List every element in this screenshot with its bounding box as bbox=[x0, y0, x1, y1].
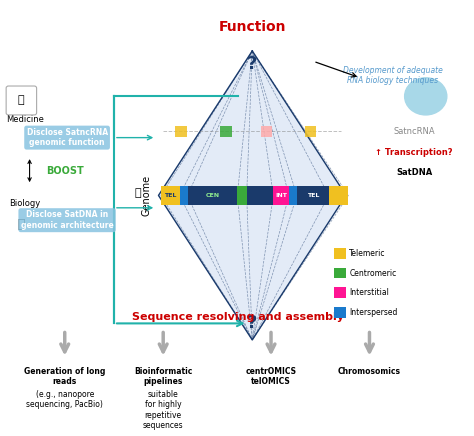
Text: CEN: CEN bbox=[205, 193, 219, 198]
Text: (e.g., nanopore
sequencing, PacBio): (e.g., nanopore sequencing, PacBio) bbox=[26, 390, 103, 409]
Text: Function: Function bbox=[219, 20, 286, 34]
Text: Sequence resolving and assembly: Sequence resolving and assembly bbox=[132, 312, 344, 322]
Bar bbox=[273, 186, 289, 205]
Text: Telemeric: Telemeric bbox=[349, 249, 386, 258]
Text: Biology: Biology bbox=[9, 199, 40, 208]
Text: SatncRNA: SatncRNA bbox=[393, 127, 435, 136]
Bar bbox=[328, 186, 348, 205]
Bar bbox=[175, 126, 187, 136]
Text: Interstitial: Interstitial bbox=[349, 288, 389, 297]
Bar bbox=[334, 287, 346, 298]
Bar bbox=[334, 307, 346, 318]
Polygon shape bbox=[158, 51, 346, 340]
Text: Generation of long
reads: Generation of long reads bbox=[24, 367, 105, 386]
FancyBboxPatch shape bbox=[6, 86, 36, 115]
Bar bbox=[180, 186, 188, 205]
Text: centrOMICS
telOMICS: centrOMICS telOMICS bbox=[246, 367, 297, 386]
Text: Genome: Genome bbox=[142, 175, 152, 216]
Text: TEL: TEL bbox=[164, 193, 176, 198]
Bar bbox=[334, 268, 346, 279]
Text: suitable
for highly
repetitive
sequences: suitable for highly repetitive sequences bbox=[143, 390, 183, 430]
Text: Development of adequate
RNA biology techniques: Development of adequate RNA biology tech… bbox=[343, 66, 443, 85]
Text: Chromosomics: Chromosomics bbox=[338, 367, 401, 376]
Text: ↑ Transcription?: ↑ Transcription? bbox=[375, 147, 453, 157]
Text: ?: ? bbox=[247, 313, 257, 332]
Circle shape bbox=[405, 78, 447, 115]
Text: Centromeric: Centromeric bbox=[349, 269, 397, 278]
Text: ?: ? bbox=[247, 55, 257, 73]
Text: Medicine: Medicine bbox=[6, 115, 44, 123]
Bar bbox=[161, 186, 348, 205]
Bar bbox=[188, 186, 237, 205]
Bar bbox=[246, 186, 273, 205]
Bar bbox=[237, 186, 246, 205]
Text: INT: INT bbox=[275, 193, 287, 198]
Bar bbox=[220, 126, 232, 136]
Bar bbox=[261, 126, 273, 136]
Bar bbox=[161, 186, 180, 205]
Text: 📋: 📋 bbox=[18, 95, 25, 106]
Text: BOOST: BOOST bbox=[46, 166, 84, 176]
Text: Bioinformatic
pipelines: Bioinformatic pipelines bbox=[134, 367, 192, 386]
Text: Disclose SatDNA in
genomic architecture: Disclose SatDNA in genomic architecture bbox=[21, 211, 113, 230]
Bar bbox=[305, 126, 317, 136]
Bar bbox=[297, 186, 328, 205]
Text: Disclose SatncRNA
genomic function: Disclose SatncRNA genomic function bbox=[27, 128, 108, 147]
Text: 🧬: 🧬 bbox=[18, 218, 25, 231]
Bar bbox=[289, 186, 297, 205]
Text: 🔍: 🔍 bbox=[134, 188, 141, 198]
Text: TEL: TEL bbox=[307, 193, 319, 198]
Bar bbox=[334, 248, 346, 259]
Text: SatDNA: SatDNA bbox=[396, 168, 432, 177]
Text: Interspersed: Interspersed bbox=[349, 308, 398, 317]
